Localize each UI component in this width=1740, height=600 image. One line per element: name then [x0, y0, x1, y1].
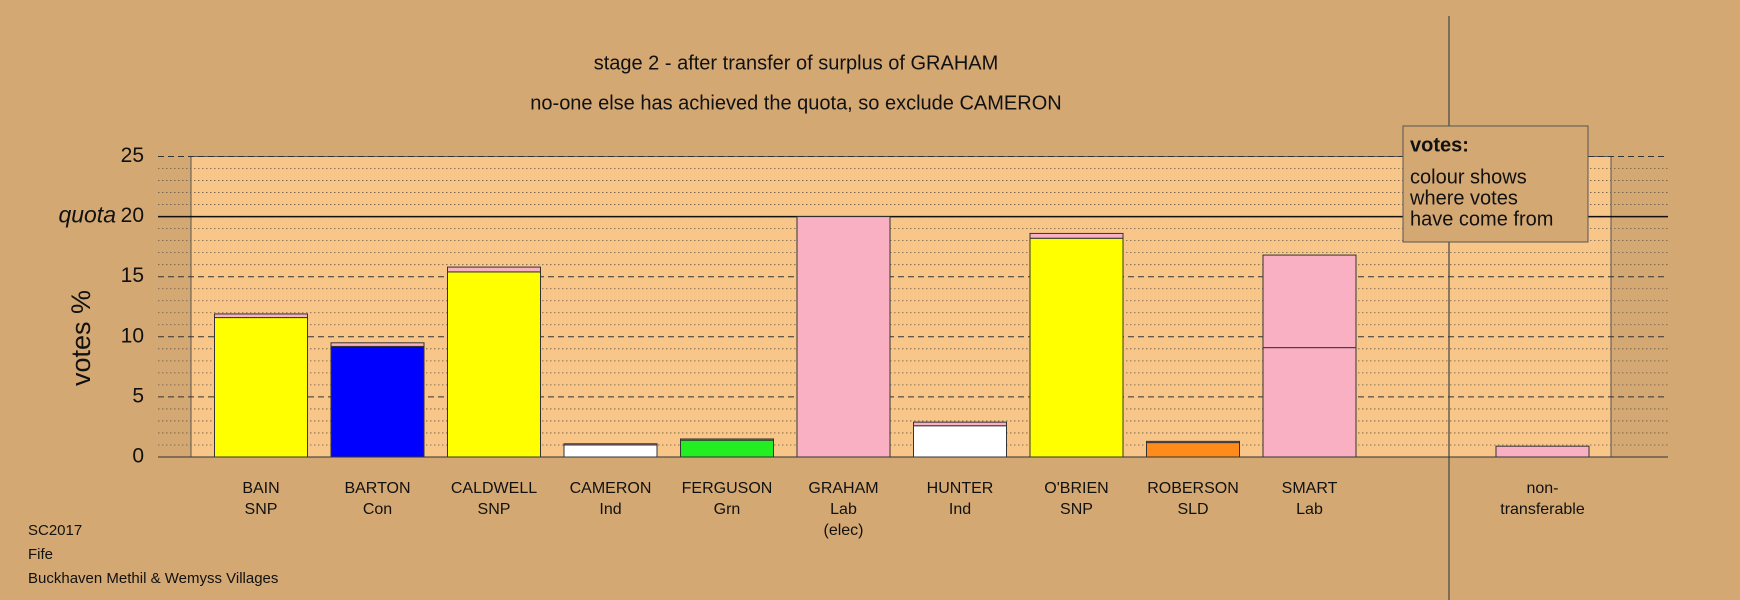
x-tick-label: non- [1526, 480, 1558, 497]
x-tick-label: FERGUSON [682, 480, 773, 497]
legend-box [1402, 125, 1589, 243]
bars [214, 216, 1590, 458]
bar-segment [796, 216, 891, 458]
legend-text: where votes [1409, 187, 1518, 209]
chart-title: stage 2 - after transfer of surplus of G… [594, 52, 999, 74]
bar-segment [913, 425, 1007, 458]
bar-segment [330, 345, 425, 458]
x-tick-label: BAIN [242, 480, 279, 497]
x-tick-label: Lab [830, 501, 857, 518]
x-tick-label: Ind [949, 501, 971, 518]
y-tick-label: 0 [132, 445, 144, 468]
legend-text: have come from [1410, 208, 1553, 230]
note: Buckhaven Methil & Wemyss Villages [28, 570, 278, 587]
bar-segment [680, 439, 774, 458]
bar-segment [563, 443, 658, 446]
x-tick-label: CAMERON [570, 480, 652, 497]
x-tick-label: transferable [1500, 501, 1585, 518]
y-tick-label: 15 [121, 264, 144, 287]
bar-segment [447, 266, 541, 273]
bar-segment [1495, 445, 1590, 458]
x-tick-label: ROBERSON [1147, 480, 1239, 497]
x-tick-label: (elec) [823, 522, 863, 539]
x-tick-label: Lab [1296, 501, 1323, 518]
x-tick-label: GRAHAM [808, 480, 878, 497]
x-tick-label: SMART [1282, 480, 1338, 497]
legend-text: colour shows [1410, 166, 1527, 188]
x-tick-label: SLD [1177, 501, 1208, 518]
note: SC2017 [28, 522, 82, 539]
x-tick-label: Con [363, 501, 392, 518]
bar-segment [913, 421, 1007, 427]
y-axis-label: votes % [66, 290, 96, 386]
bar-segment [1029, 232, 1124, 239]
x-tick-label: O'BRIEN [1044, 480, 1108, 497]
legend-title: votes: [1410, 134, 1469, 156]
bar-segment [330, 342, 425, 347]
x-tick-label: SNP [245, 501, 278, 518]
y-tick-label: 5 [132, 384, 144, 407]
bar-segment [214, 313, 308, 319]
x-tick-label: BARTON [344, 480, 410, 497]
y-tick-label: 10 [121, 324, 144, 347]
bar-segment [1262, 254, 1357, 349]
bar-segment [563, 444, 658, 458]
x-tick-label: HUNTER [927, 480, 994, 497]
plot-area [190, 156, 1612, 458]
bar-segment [1029, 237, 1124, 458]
bar-segment [680, 438, 774, 441]
bar-segment [1146, 442, 1240, 458]
note: Fife [28, 546, 53, 563]
chart-subtitle: no-one else has achieved the quota, so e… [530, 92, 1061, 114]
bar-segment [1262, 347, 1357, 458]
bar-segment [447, 271, 541, 458]
x-tick-label: SNP [1060, 501, 1093, 518]
y-tick-label: 20 [121, 204, 144, 227]
x-tick-label: Ind [599, 501, 621, 518]
quota-label: quota [58, 202, 116, 228]
x-tick-label: CALDWELL [451, 480, 537, 497]
x-tick-label: Grn [714, 501, 741, 518]
bar-segment [1146, 440, 1240, 444]
bar-segment [214, 317, 308, 458]
x-tick-label: SNP [478, 501, 511, 518]
y-tick-label: 25 [121, 144, 144, 167]
